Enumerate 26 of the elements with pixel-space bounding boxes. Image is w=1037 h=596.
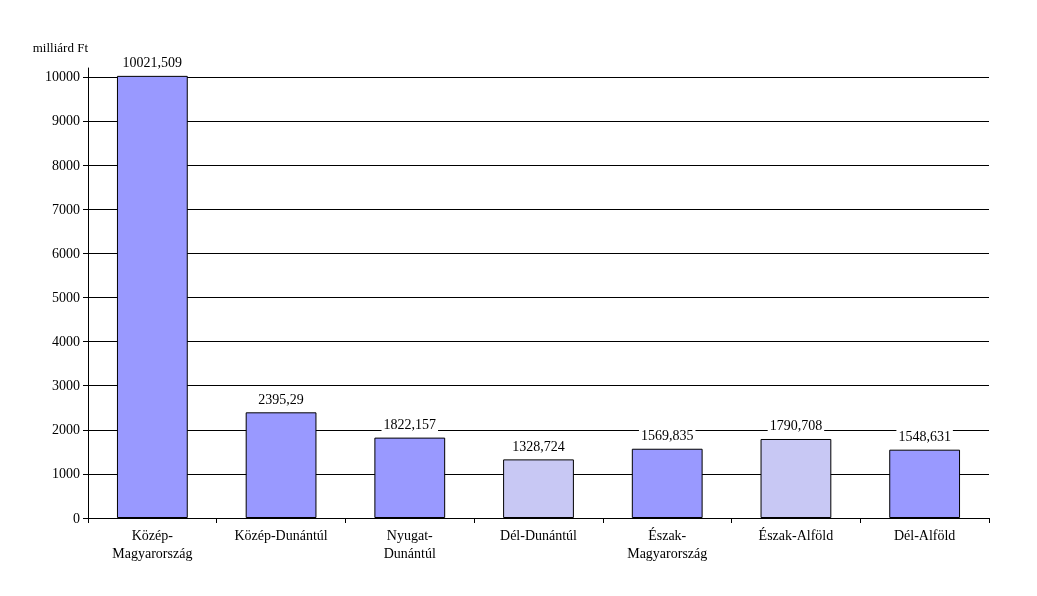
y-tick-label: 10000 — [45, 69, 80, 85]
y-tick-label: 9000 — [52, 113, 80, 129]
data-label: 10021,509 — [122, 55, 183, 71]
x-tick-label: Dél-Alföld — [893, 527, 956, 543]
y-tick-label: 6000 — [52, 245, 80, 261]
y-tick-label: 4000 — [52, 334, 80, 350]
x-tick-label: Észak- Magyarország — [627, 526, 708, 561]
y-tick-label: 3000 — [52, 378, 80, 394]
x-tick-label: Közép- Magyarország — [112, 527, 193, 561]
data-label: 1790,708 — [769, 418, 823, 434]
y-tick-label: 8000 — [52, 157, 80, 173]
data-label: 1548,631 — [898, 429, 951, 445]
data-label: 1328,724 — [512, 438, 565, 454]
y-tick-label: 7000 — [52, 201, 80, 217]
y-tick-label: 0 — [73, 510, 80, 526]
x-tick-label: Közép-Dunántúl — [234, 527, 328, 543]
y-tick-label: 2000 — [52, 422, 80, 438]
x-tick-label: Nyugat- Dunántúl — [383, 527, 436, 561]
data-label: 2395,29 — [258, 391, 304, 407]
data-label: 1822,157 — [383, 417, 437, 433]
y-tick-label: 1000 — [52, 466, 80, 482]
y-tick-label: 5000 — [52, 289, 80, 305]
x-tick-label: Észak-Alföld — [758, 526, 834, 543]
y-axis-title: milliárd Ft — [32, 40, 89, 55]
x-tick-label: Dél-Dunántúl — [500, 527, 578, 543]
data-label: 1569,835 — [640, 428, 694, 444]
